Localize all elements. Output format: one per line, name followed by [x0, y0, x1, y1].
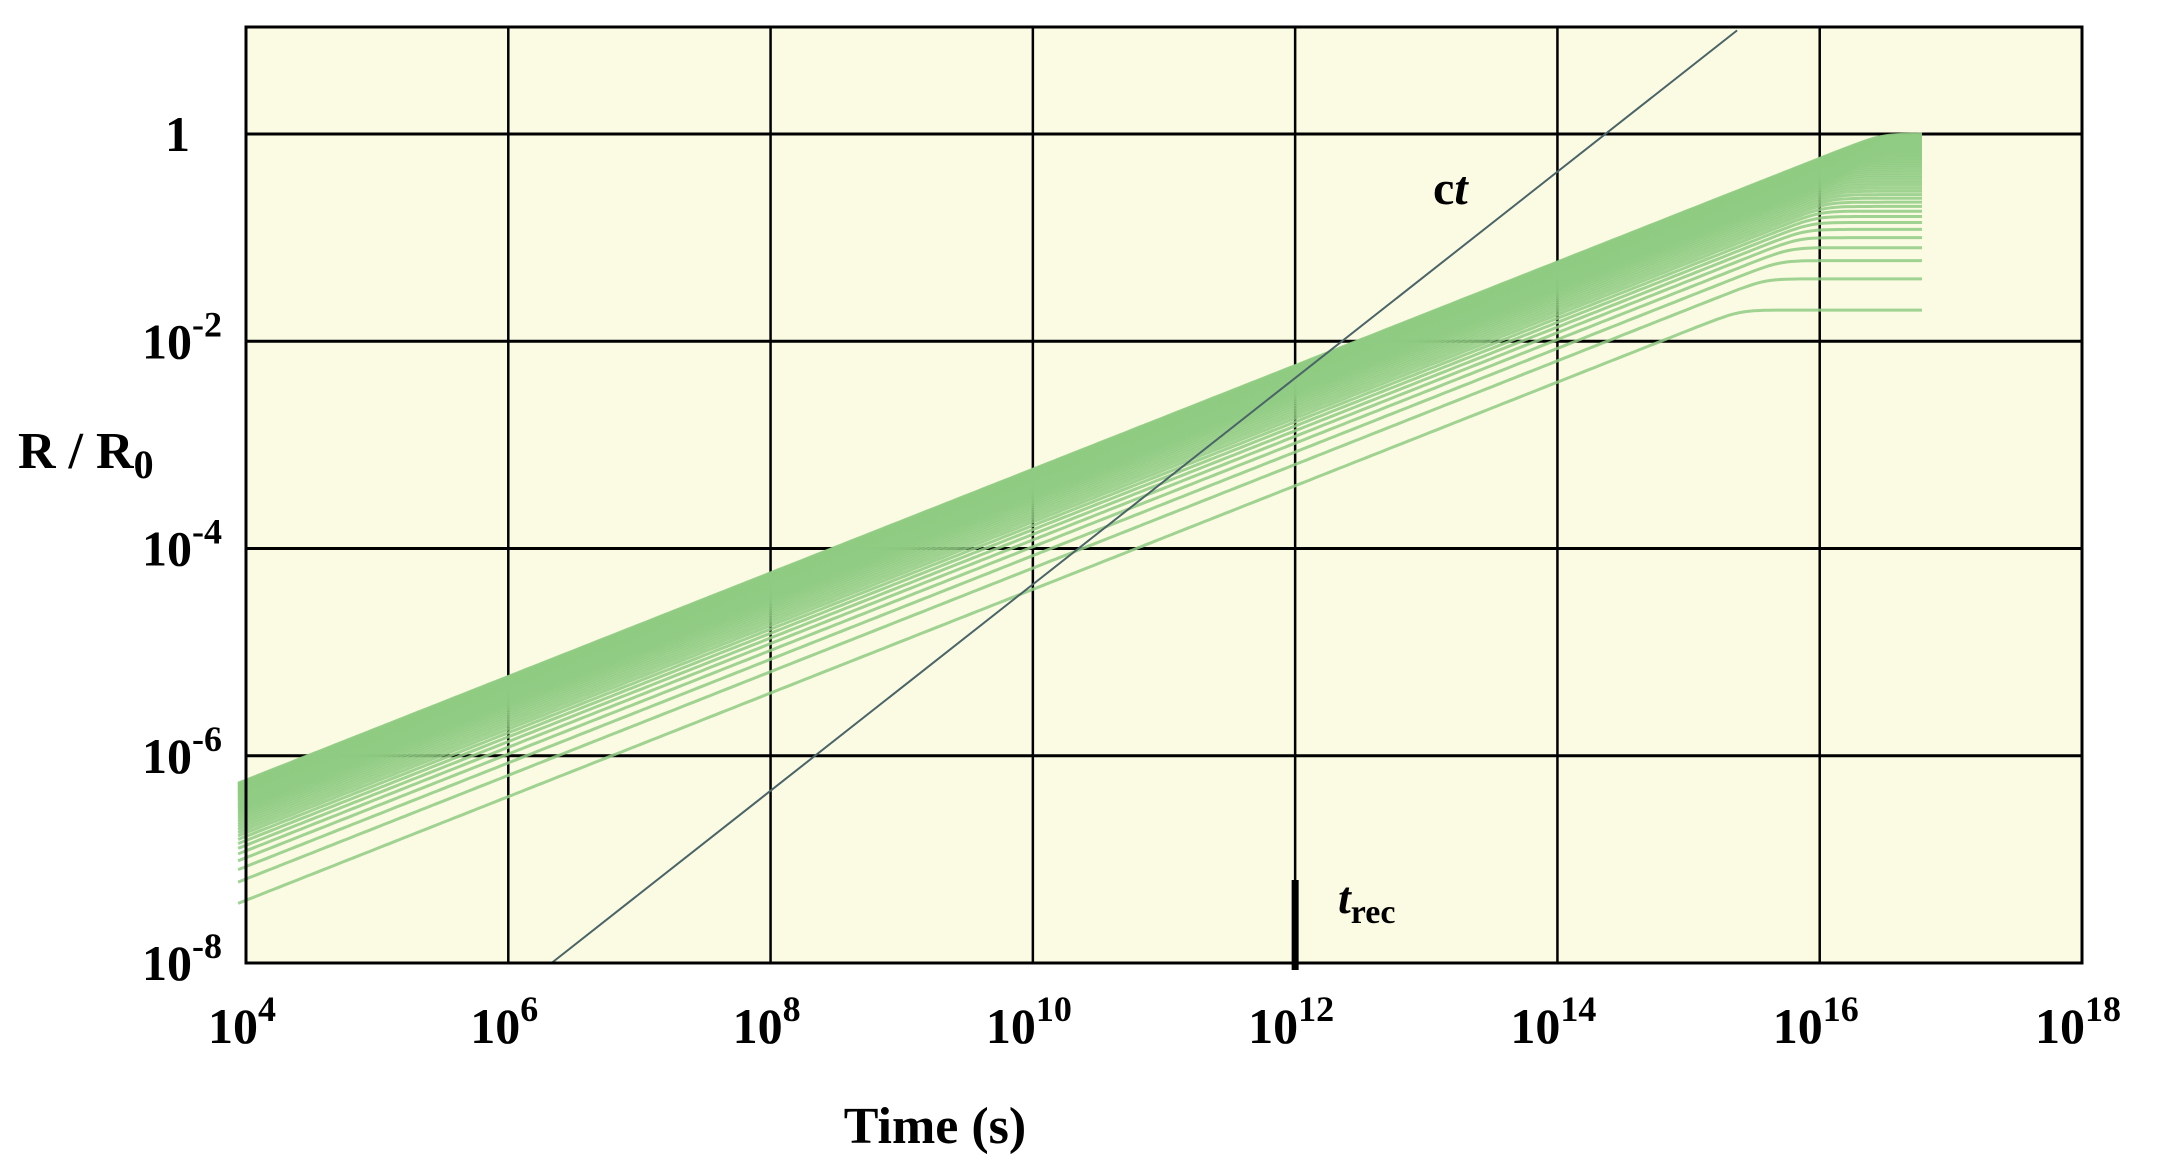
x-tick-label: 1014	[1510, 989, 1596, 1054]
y-tick-label: 10-8	[142, 926, 222, 991]
plot-frame	[244, 25, 2084, 965]
r-curve	[237, 259, 1922, 872]
r-curve	[237, 277, 1922, 884]
x-tick-label: 106	[470, 989, 538, 1054]
r-curve	[237, 246, 1922, 863]
r-curve	[237, 193, 1922, 826]
x-axis-label: Time (s)	[844, 1098, 1026, 1155]
x-tick-label: 1012	[1248, 989, 1334, 1054]
r-curve	[237, 186, 1922, 822]
r-curve	[237, 221, 1922, 845]
r-curves	[237, 132, 1923, 905]
x-tick-label: 1016	[1773, 989, 1859, 1054]
ct-label: ct	[1433, 162, 1469, 215]
y-tick-labels: 1 10-2 10-4 10-6 10-8	[142, 106, 222, 991]
y-axis-label: R / R0	[18, 423, 154, 487]
r-curve	[237, 132, 1923, 785]
y-tick-label: 10-2	[142, 304, 222, 369]
y-tick-label: 10-4	[142, 512, 222, 577]
r-curve	[237, 189, 1922, 824]
r-curve	[237, 209, 1922, 838]
r-curve	[237, 178, 1922, 816]
r-curve	[237, 200, 1922, 832]
x-tick-label: 108	[733, 989, 801, 1054]
r-curve	[237, 236, 1922, 856]
r-curve	[237, 227, 1922, 850]
x-tick-label: 1018	[2035, 989, 2121, 1054]
x-tick-label: 1010	[986, 989, 1072, 1054]
r-curve	[237, 204, 1922, 835]
y-tick-label: 1	[165, 106, 190, 162]
t-rec-label: trec	[1338, 872, 1395, 931]
x-tick-labels: 104 106 108 1010 1012 1014 1016 1018	[208, 989, 2121, 1054]
y-tick-label: 10-6	[142, 719, 222, 784]
r-curve	[237, 215, 1922, 841]
x-tick-label: 104	[208, 989, 276, 1054]
r-curve	[237, 183, 1922, 820]
r-curve	[237, 196, 1922, 829]
r-curve	[237, 181, 1922, 818]
r-curve	[237, 308, 1922, 905]
ct-line	[550, 29, 1738, 964]
